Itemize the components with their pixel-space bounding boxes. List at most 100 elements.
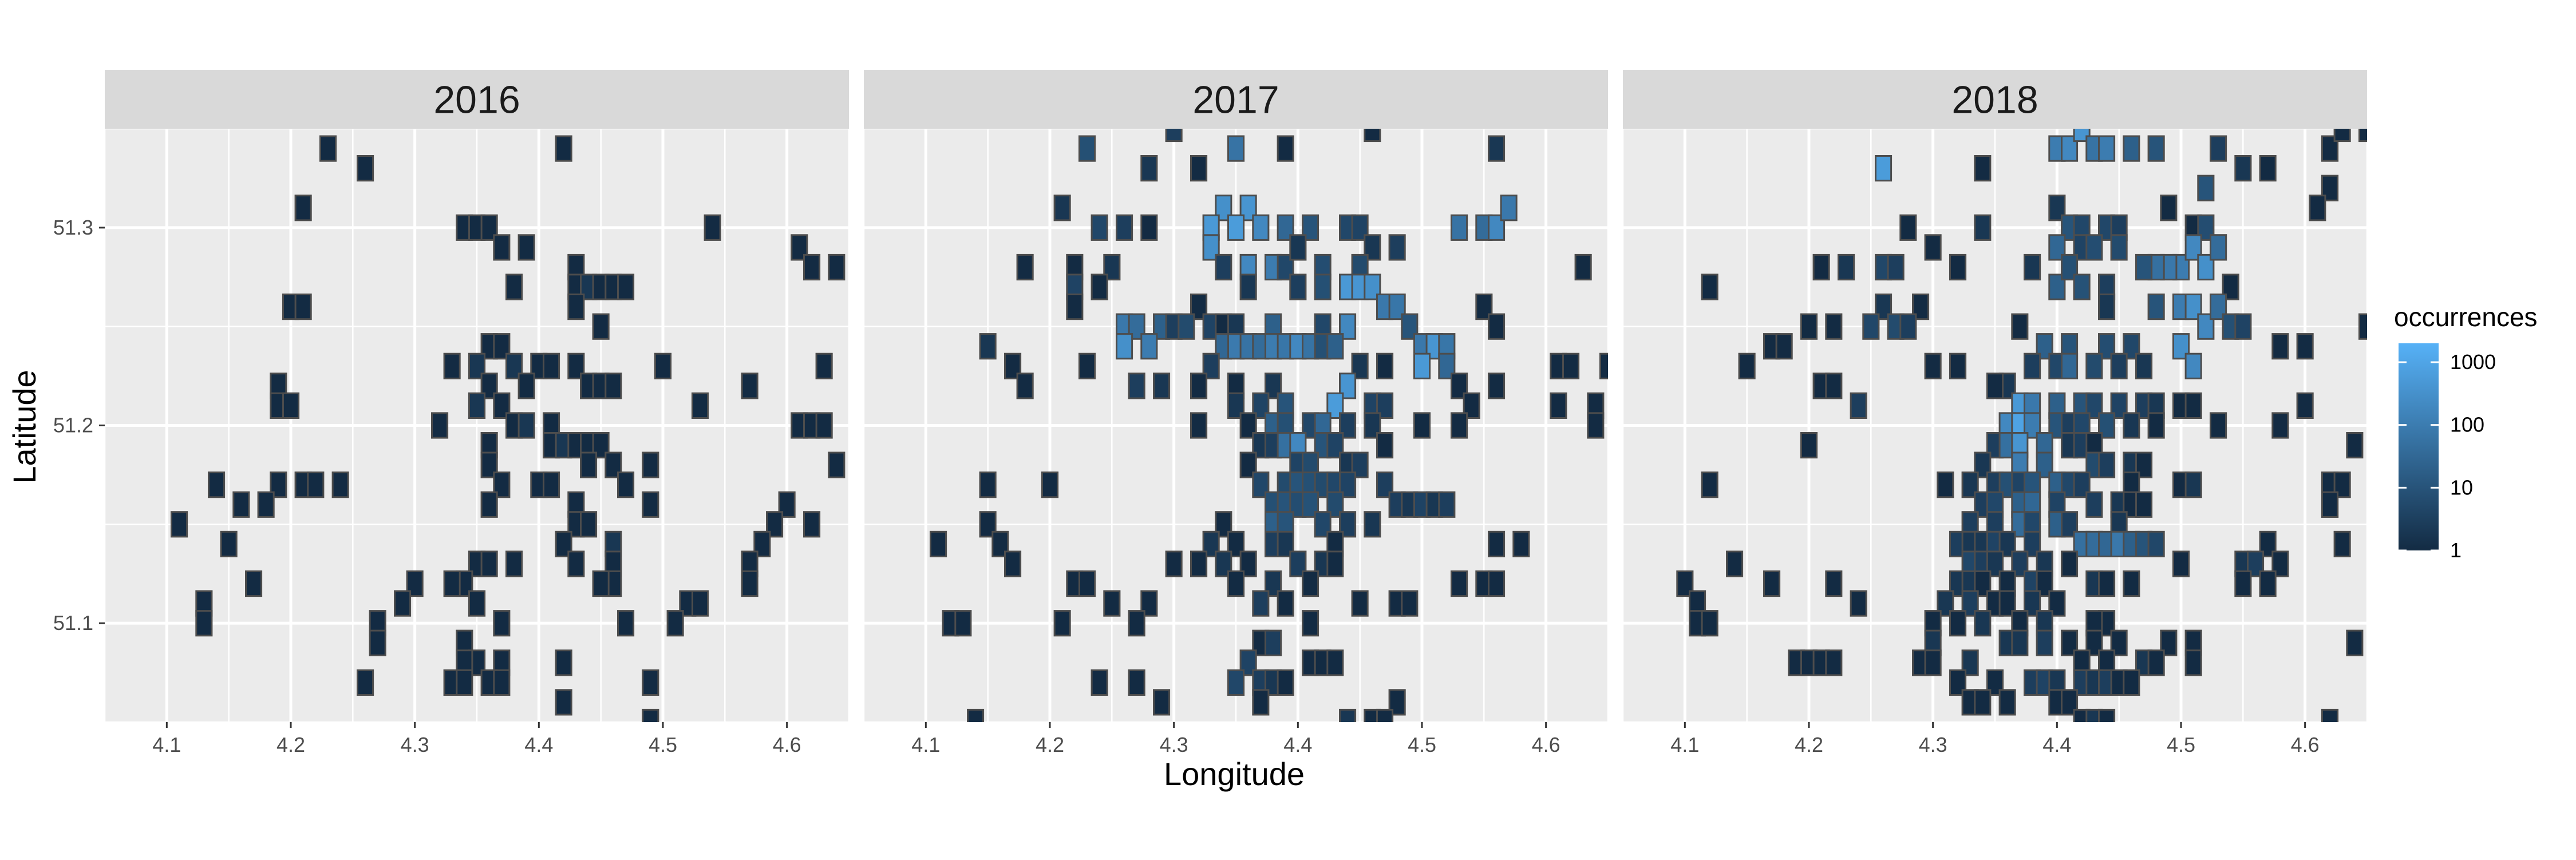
heatmap-cell xyxy=(1899,214,1917,241)
heatmap-cell xyxy=(1364,129,1381,142)
heatmap-cell xyxy=(1128,610,1145,637)
heatmap-cell xyxy=(1376,432,1394,459)
heatmap-cell xyxy=(1850,590,1867,617)
heatmap-cell xyxy=(2346,432,2364,459)
legend-colorbar xyxy=(2399,343,2439,550)
heatmap-cell xyxy=(1812,253,1830,281)
heatmap-cell xyxy=(1376,708,1394,722)
heatmap-cell xyxy=(1401,590,1419,617)
heatmap-cell xyxy=(1974,214,1992,241)
heatmap-cell xyxy=(1949,253,1967,281)
heatmap-cell xyxy=(1726,550,1744,577)
facet-strip-label: 2016 xyxy=(433,78,520,122)
heatmap-cell xyxy=(505,550,523,577)
heatmap-cell xyxy=(1701,610,1718,637)
x-tick-label: 4.3 xyxy=(401,733,429,756)
heatmap-cell xyxy=(2135,253,2153,281)
heatmap-cell xyxy=(1825,372,1843,399)
heatmap-cell xyxy=(815,352,833,379)
heatmap-cell xyxy=(2259,155,2277,182)
heatmap-cell xyxy=(1701,274,1718,300)
tile-layer xyxy=(171,135,846,722)
heatmap-cell xyxy=(1239,451,1257,478)
heatmap-cell xyxy=(2296,333,2314,360)
x-tick-label: 4.2 xyxy=(276,733,305,756)
heatmap-cell xyxy=(1116,214,1133,241)
heatmap-cell xyxy=(2123,669,2140,696)
heatmap-cell xyxy=(2184,649,2202,676)
heatmap-cell xyxy=(2061,135,2079,162)
heatmap-cell xyxy=(766,511,784,538)
heatmap-cell xyxy=(1289,274,1307,300)
heatmap-cell xyxy=(1500,195,1518,221)
heatmap-cell xyxy=(1190,372,1208,399)
heatmap-cell xyxy=(1364,274,1381,300)
x-tick-label: 4.6 xyxy=(1532,733,1560,756)
heatmap-cell xyxy=(2061,550,2079,577)
heatmap-cell xyxy=(1165,129,1183,142)
heatmap-cell xyxy=(2073,471,2091,498)
x-tick-label: 4.3 xyxy=(1160,733,1188,756)
heatmap-cell xyxy=(2085,491,2103,518)
heatmap-cell xyxy=(2123,412,2140,439)
legend-title: occurrences xyxy=(2394,302,2538,332)
heatmap-cell xyxy=(1825,649,1843,676)
heatmap-cell xyxy=(2234,313,2252,340)
heatmap-cell xyxy=(1339,708,1357,722)
heatmap-cell xyxy=(517,372,535,399)
heatmap-cell xyxy=(1265,570,1282,597)
fill-legend: occurrences 1 10 100 1000 xyxy=(2394,302,2538,562)
heatmap-cell xyxy=(2110,234,2128,261)
heatmap-cell xyxy=(1326,649,1344,676)
heatmap-cell xyxy=(1862,313,1880,340)
heatmap-cell xyxy=(1488,135,1506,162)
heatmap-cell xyxy=(1924,649,1942,676)
heatmap-cell xyxy=(930,530,947,557)
facet-strip xyxy=(1623,70,2367,129)
heatmap-cell xyxy=(357,669,374,696)
heatmap-cell xyxy=(1239,274,1257,300)
heatmap-cell xyxy=(692,392,709,419)
heatmap-cell xyxy=(1289,234,1307,261)
heatmap-cell xyxy=(1599,352,1608,379)
heatmap-cell xyxy=(1016,253,1034,281)
x-tick-label: 4.4 xyxy=(1283,733,1312,756)
heatmap-cell xyxy=(2234,570,2252,597)
heatmap-cell xyxy=(1937,471,1954,498)
heatmap-cell xyxy=(1302,610,1319,637)
heatmap-cell xyxy=(1875,155,1893,182)
heatmap-cell xyxy=(2234,155,2252,182)
heatmap-cell xyxy=(555,689,572,716)
heatmap-cell xyxy=(2024,253,2041,281)
heatmap-cell xyxy=(2011,313,2029,340)
heatmap-cell xyxy=(294,294,312,320)
heatmap-cell xyxy=(1252,471,1270,498)
heatmap-cell xyxy=(1053,195,1071,221)
heatmap-cell xyxy=(642,708,659,722)
heatmap-cell xyxy=(2098,451,2116,478)
heatmap-cell xyxy=(294,195,312,221)
heatmap-cell xyxy=(1091,274,1108,300)
heatmap-cell xyxy=(555,649,572,676)
heatmap-cell xyxy=(1825,570,1843,597)
heatmap-cell xyxy=(1326,550,1344,577)
heatmap-cell xyxy=(1587,412,1605,439)
facet-strip xyxy=(105,70,849,129)
heatmap-cell xyxy=(2358,129,2367,142)
heatmap-cell xyxy=(493,234,511,261)
heatmap-cell xyxy=(1488,372,1506,399)
heatmap-cell xyxy=(1128,372,1145,399)
heatmap-cell xyxy=(2271,333,2289,360)
heatmap-cell xyxy=(2197,175,2215,201)
legend-break-label: 1000 xyxy=(2450,350,2496,374)
heatmap-cell xyxy=(2085,352,2103,379)
heatmap-cell xyxy=(2259,570,2277,597)
heatmap-cell xyxy=(319,135,337,162)
facet-panel-2018: 2018 4.1 4.2 4.3 4.4 4.5 4.6 xyxy=(1623,70,2367,756)
y-tick-label: 51.1 xyxy=(53,611,93,635)
heatmap-cell xyxy=(1227,570,1245,597)
heatmap-cell xyxy=(208,471,226,498)
heatmap-cell xyxy=(1302,570,1319,597)
heatmap-cell xyxy=(2147,135,2165,162)
heatmap-cell xyxy=(2011,629,2029,656)
